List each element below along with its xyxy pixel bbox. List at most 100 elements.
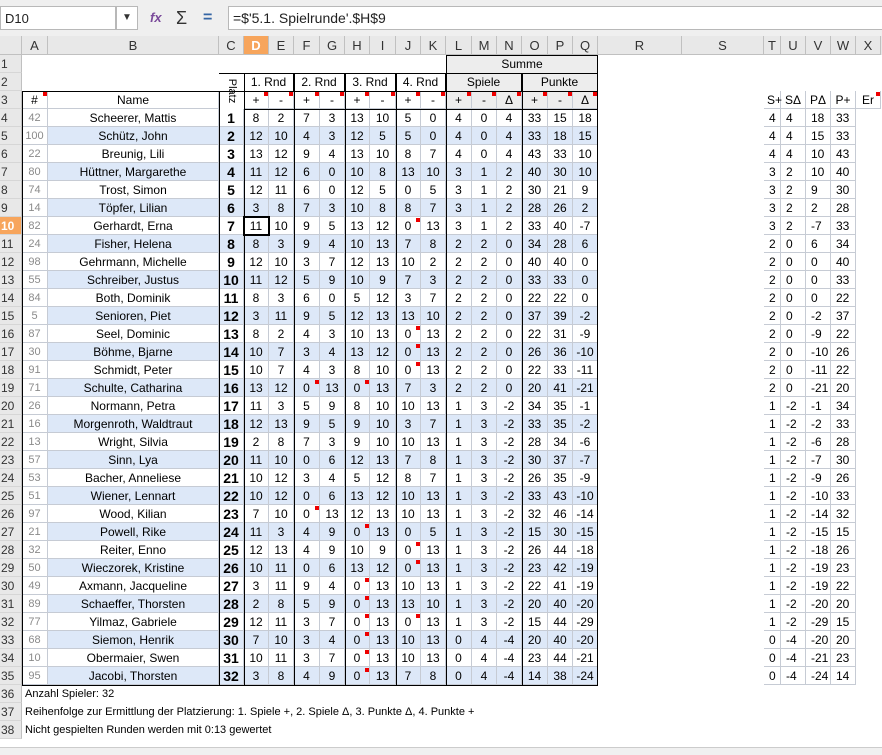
sub-header-delta[interactable]: Δ: [497, 91, 522, 109]
s-delta-cell[interactable]: 4: [781, 127, 806, 145]
s-delta-cell[interactable]: -2: [781, 595, 806, 613]
name-cell[interactable]: Fisher, Helena: [48, 235, 219, 253]
s-delta-cell[interactable]: 4: [781, 145, 806, 163]
round-score-cell[interactable]: 11: [269, 613, 294, 631]
punkte-cell[interactable]: -20: [573, 595, 598, 613]
round-score-cell[interactable]: 13: [421, 541, 446, 559]
spiele-cell[interactable]: 2: [472, 361, 497, 379]
sub-header-minus[interactable]: -: [320, 91, 345, 109]
round-score-cell[interactable]: 10: [244, 469, 269, 487]
round-score-cell[interactable]: 6: [320, 451, 345, 469]
platz-cell[interactable]: 25: [219, 541, 244, 559]
column-header-s[interactable]: S: [682, 36, 764, 55]
p-plus-cell[interactable]: 28: [831, 199, 856, 217]
round-score-cell[interactable]: 10: [244, 487, 269, 505]
nr-header[interactable]: #: [22, 91, 48, 109]
round-score-cell[interactable]: 3: [320, 361, 345, 379]
nr-cell[interactable]: 14: [22, 199, 48, 217]
round-score-cell[interactable]: 5: [320, 415, 345, 433]
round-score-cell[interactable]: 11: [269, 181, 294, 199]
row-header[interactable]: 6: [0, 145, 22, 163]
round-score-cell[interactable]: 10: [370, 415, 396, 433]
round-score-cell[interactable]: 6: [294, 289, 320, 307]
punkte-cell[interactable]: 33: [522, 487, 548, 505]
punkte-cell[interactable]: -18: [573, 541, 598, 559]
punkte-cell[interactable]: 22: [522, 577, 548, 595]
p-delta-cell[interactable]: -20: [806, 595, 831, 613]
name-cell[interactable]: Breunig, Lili: [48, 145, 219, 163]
punkte-cell[interactable]: -19: [573, 577, 598, 595]
s-plus-cell[interactable]: 2: [764, 325, 781, 343]
function-wizard-icon[interactable]: fx: [150, 10, 162, 25]
punkte-cell[interactable]: -21: [573, 379, 598, 397]
platz-cell[interactable]: 7: [219, 217, 244, 235]
round-score-cell[interactable]: 7: [269, 343, 294, 361]
column-header-l[interactable]: L: [446, 36, 472, 55]
spiele-cell[interactable]: 2: [446, 289, 472, 307]
round-score-cell[interactable]: 12: [370, 487, 396, 505]
spiele-cell[interactable]: 3: [472, 523, 497, 541]
nr-cell[interactable]: 5: [22, 307, 48, 325]
punkte-cell[interactable]: 40: [548, 595, 573, 613]
punkte-cell[interactable]: -9: [573, 469, 598, 487]
p-plus-cell[interactable]: 33: [831, 109, 856, 127]
round-score-cell[interactable]: 13: [421, 577, 446, 595]
sub-header-plus[interactable]: +: [294, 91, 320, 109]
s-delta-cell[interactable]: 2: [781, 181, 806, 199]
round-score-cell[interactable]: 8: [244, 235, 269, 253]
round-score-cell[interactable]: 13: [370, 379, 396, 397]
round-score-cell[interactable]: 0: [320, 289, 345, 307]
s-plus-cell[interactable]: 3: [764, 163, 781, 181]
round-score-cell[interactable]: 10: [269, 217, 294, 235]
round-score-cell[interactable]: 3: [320, 127, 345, 145]
p-plus-cell[interactable]: 15: [831, 523, 856, 541]
round-score-cell[interactable]: 4: [320, 577, 345, 595]
s-plus-cell[interactable]: 0: [764, 649, 781, 667]
punkte-cell[interactable]: 33: [548, 361, 573, 379]
spiele-cell[interactable]: 0: [497, 307, 522, 325]
p-delta-cell[interactable]: 18: [806, 109, 831, 127]
spiele-cell[interactable]: 2: [446, 325, 472, 343]
round-score-cell[interactable]: 10: [370, 361, 396, 379]
s-plus-cell[interactable]: 2: [764, 343, 781, 361]
round-score-cell[interactable]: 10: [269, 451, 294, 469]
p-plus-header[interactable]: P+: [831, 91, 856, 109]
round-score-cell[interactable]: 13: [345, 217, 370, 235]
s-plus-cell[interactable]: 1: [764, 469, 781, 487]
round-score-cell[interactable]: 11: [244, 163, 269, 181]
name-cell[interactable]: Schaeffer, Thorsten: [48, 595, 219, 613]
p-delta-cell[interactable]: -6: [806, 433, 831, 451]
punkte-cell[interactable]: 2: [573, 199, 598, 217]
round-score-cell[interactable]: 0: [396, 613, 421, 631]
s-delta-cell[interactable]: 0: [781, 361, 806, 379]
punkte-cell[interactable]: 15: [522, 523, 548, 541]
round-score-cell[interactable]: 3: [294, 469, 320, 487]
punkte-cell[interactable]: 15: [548, 109, 573, 127]
sub-header-minus[interactable]: -: [370, 91, 396, 109]
s-plus-cell[interactable]: 1: [764, 613, 781, 631]
s-delta-cell[interactable]: -2: [781, 469, 806, 487]
round-score-cell[interactable]: 9: [294, 217, 320, 235]
spiele-cell[interactable]: 1: [446, 541, 472, 559]
sub-header-minus[interactable]: -: [548, 91, 573, 109]
round-score-cell[interactable]: 7: [244, 631, 269, 649]
round-score-cell[interactable]: 3: [396, 415, 421, 433]
round-score-cell[interactable]: 8: [244, 325, 269, 343]
p-delta-cell[interactable]: -10: [806, 487, 831, 505]
punkte-cell[interactable]: -20: [573, 631, 598, 649]
spiele-cell[interactable]: 4: [497, 109, 522, 127]
spiele-cell[interactable]: 2: [497, 217, 522, 235]
name-cell[interactable]: Schreiber, Justus: [48, 271, 219, 289]
round-score-cell[interactable]: 10: [396, 433, 421, 451]
column-header-b[interactable]: B: [48, 36, 219, 55]
round-score-cell[interactable]: 12: [345, 505, 370, 523]
round-score-cell[interactable]: 13: [345, 487, 370, 505]
s-plus-cell[interactable]: 3: [764, 217, 781, 235]
punkte-cell[interactable]: 33: [522, 127, 548, 145]
p-plus-cell[interactable]: 33: [831, 127, 856, 145]
spiele-cell[interactable]: 4: [446, 127, 472, 145]
punkte-cell[interactable]: 6: [573, 235, 598, 253]
p-plus-cell[interactable]: 26: [831, 541, 856, 559]
name-cell[interactable]: Wood, Kilian: [48, 505, 219, 523]
nr-cell[interactable]: 74: [22, 181, 48, 199]
